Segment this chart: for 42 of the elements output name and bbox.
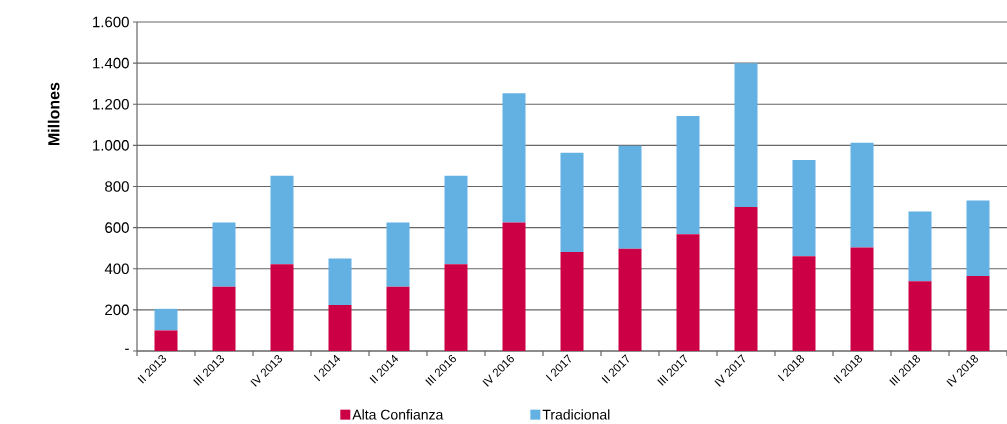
- y-tick-label: 1.000: [93, 140, 129, 151]
- bar: [444, 264, 468, 351]
- y-tick-label: 400: [104, 263, 129, 275]
- bar: [966, 200, 990, 276]
- bar: [212, 222, 236, 287]
- bar: [270, 264, 294, 351]
- bar: [618, 145, 642, 249]
- bar: [734, 207, 758, 351]
- bar: [734, 63, 758, 208]
- y-axis-title: Millones: [47, 82, 60, 146]
- bar: [792, 256, 816, 351]
- bar: [850, 247, 874, 351]
- y-tick-label: -: [125, 348, 129, 350]
- legend-label: Tradicional: [542, 409, 610, 420]
- bar: [676, 234, 700, 351]
- bar: [328, 258, 352, 305]
- bar: [560, 252, 584, 351]
- bar: [966, 275, 990, 351]
- bar: [270, 175, 294, 265]
- legend-label: Alta Confianza: [352, 409, 444, 420]
- bar: [792, 159, 816, 257]
- bar: [154, 330, 178, 351]
- bar: [154, 308, 178, 331]
- bar: [618, 248, 642, 351]
- y-tick-label: 1.200: [93, 98, 129, 110]
- bar: [502, 222, 526, 351]
- bar: [908, 281, 932, 351]
- y-tick-label: 800: [105, 181, 129, 192]
- y-tick-label: 200: [105, 304, 129, 316]
- y-tick-label: 600: [105, 222, 129, 233]
- y-tick-label: 1.400: [93, 57, 129, 69]
- bar: [560, 152, 584, 253]
- bar: [212, 286, 236, 351]
- bar: [328, 304, 352, 351]
- y-tick-label: 1.600: [93, 16, 129, 28]
- bar: [386, 286, 410, 351]
- bar: [908, 211, 932, 282]
- bar: [850, 142, 874, 248]
- bar: [502, 93, 526, 223]
- bar: [386, 222, 410, 287]
- bar: [444, 175, 468, 265]
- bar: [676, 115, 700, 235]
